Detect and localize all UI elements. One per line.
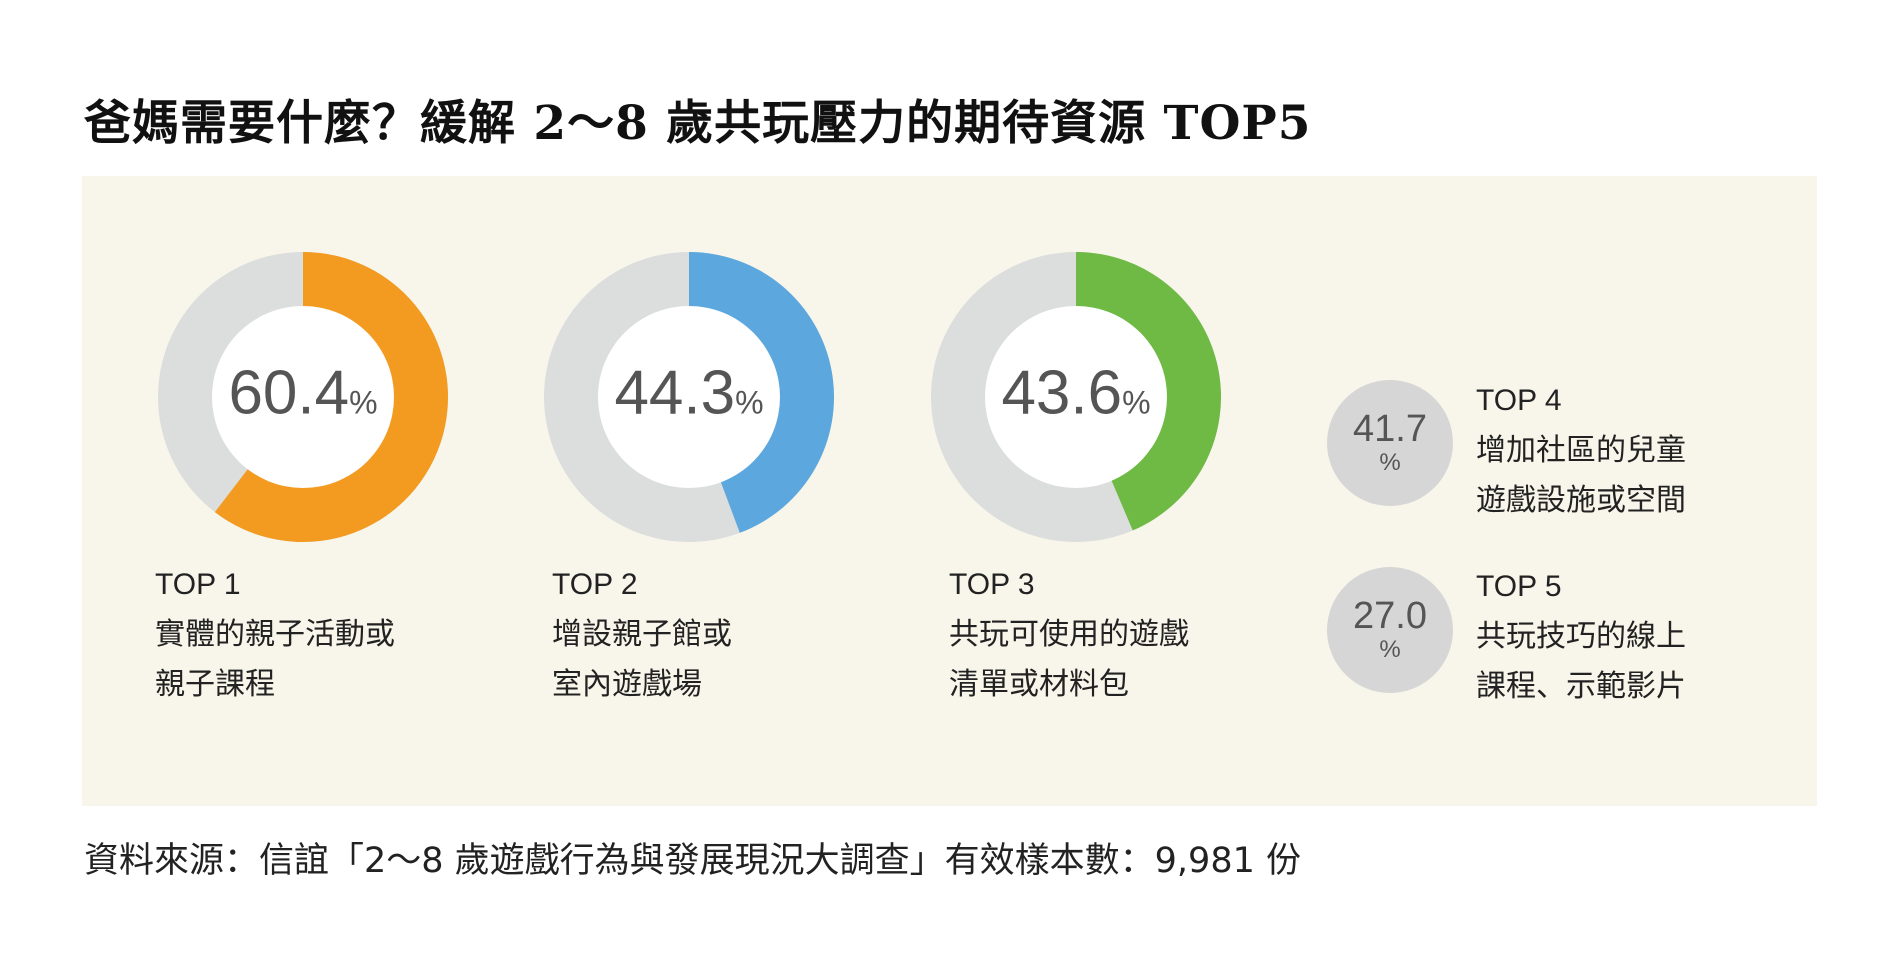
item-description: 增加社區的兒童 xyxy=(1476,433,1686,468)
item-description: 共玩可使用的遊戲 xyxy=(949,617,1189,652)
item-label: TOP 4 增加社區的兒童 遊戲設施或空間 xyxy=(1476,376,1686,526)
item-label: TOP 5 共玩技巧的線上 課程、示範影片 xyxy=(1476,562,1686,712)
source-note: 資料來源：信誼「2～8 歲遊戲行為與發展現況大調查」有效樣本數：9,981 份 xyxy=(84,841,1301,881)
percent-sign: % xyxy=(349,384,378,421)
rank-label: TOP 4 xyxy=(1476,384,1562,417)
item-description: 實體的親子活動或 xyxy=(155,617,395,652)
value-circle xyxy=(1327,380,1453,506)
donut-hole xyxy=(598,306,780,488)
value-number: 27.0 xyxy=(1353,595,1427,637)
item-description: 室內遊戲場 xyxy=(552,667,702,702)
value-label: 60.4% xyxy=(183,358,423,429)
donut-hole xyxy=(212,306,394,488)
percent-sign: % xyxy=(1122,384,1151,421)
item-label: TOP 2 增設親子館或 室內遊戲場 xyxy=(552,560,732,710)
donut-hole xyxy=(985,306,1167,488)
item-description: 遊戲設施或空間 xyxy=(1476,483,1686,518)
value-number: 41.7 xyxy=(1353,408,1427,450)
rank-label: TOP 3 xyxy=(949,568,1035,601)
value-label: 41.7% xyxy=(1327,409,1453,477)
rank-label: TOP 5 xyxy=(1476,570,1562,603)
value-label: 27.0% xyxy=(1327,596,1453,664)
percent-sign: % xyxy=(1379,449,1401,476)
item-description: 增設親子館或 xyxy=(552,617,732,652)
rank-label: TOP 2 xyxy=(552,568,638,601)
value-number: 44.3 xyxy=(614,358,736,428)
item-label: TOP 1 實體的親子活動或 親子課程 xyxy=(155,560,395,710)
value-number: 60.4 xyxy=(228,358,350,428)
value-label: 43.6% xyxy=(956,358,1196,429)
item-description: 親子課程 xyxy=(155,667,275,702)
rank-label: TOP 1 xyxy=(155,568,241,601)
percent-sign: % xyxy=(1379,636,1401,663)
value-label: 44.3% xyxy=(569,358,809,429)
item-description: 清單或材料包 xyxy=(949,667,1129,702)
item-label: TOP 3 共玩可使用的遊戲 清單或材料包 xyxy=(949,560,1189,710)
chart-title: 爸媽需要什麼？緩解 2～8 歲共玩壓力的期待資源 TOP5 xyxy=(84,96,1312,151)
item-description: 共玩技巧的線上 xyxy=(1476,619,1686,654)
value-circle xyxy=(1327,567,1453,693)
percent-sign: % xyxy=(735,384,764,421)
item-description: 課程、示範影片 xyxy=(1476,669,1686,704)
value-number: 43.6 xyxy=(1001,358,1123,428)
